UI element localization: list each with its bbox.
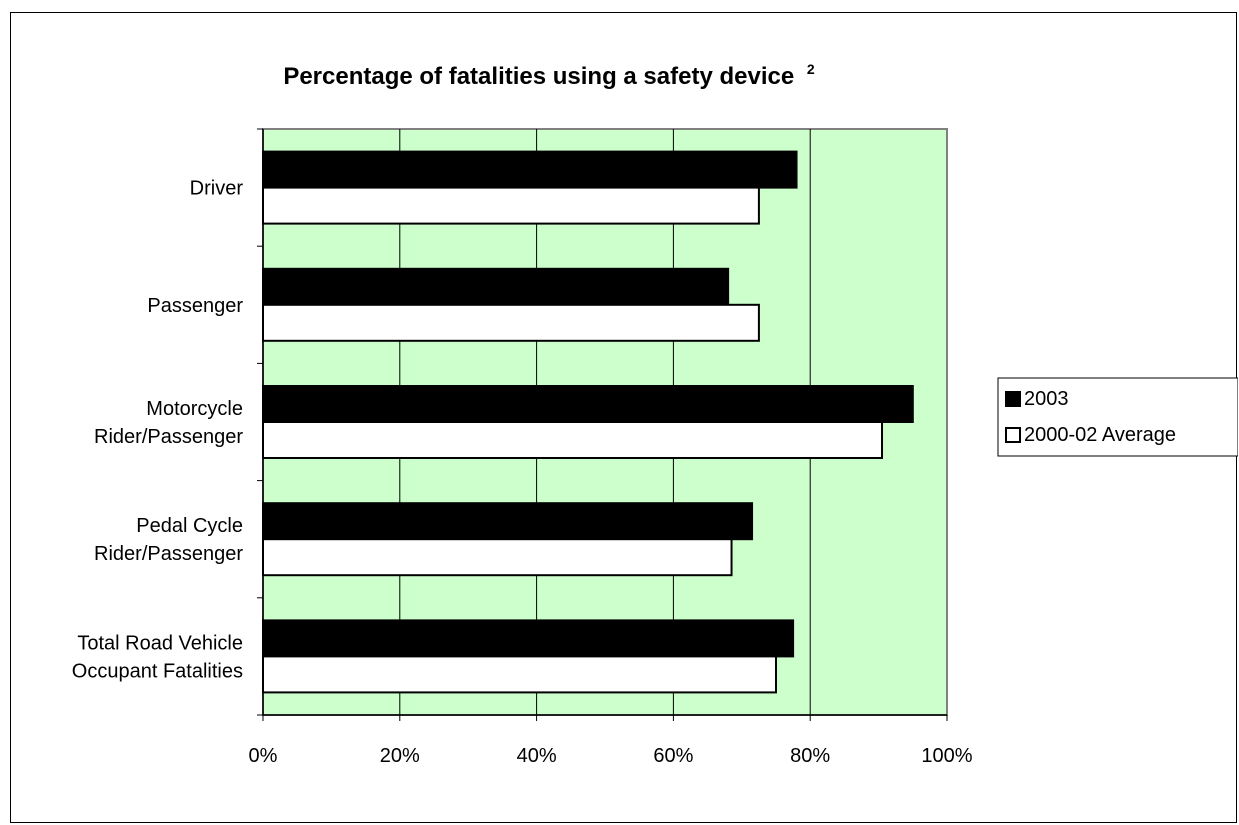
x-tick-labels: 0% 20% 40% 60% 80% 100% bbox=[249, 745, 973, 767]
category-label-line: Rider/Passenger bbox=[94, 543, 243, 565]
category-label-line: Motorcycle bbox=[146, 398, 243, 420]
x-tick-label-2: 40% bbox=[517, 745, 557, 767]
bars bbox=[262, 150, 914, 694]
category-label-0: Driver bbox=[190, 178, 244, 200]
legend: 2003 2000-02 Average bbox=[997, 377, 1238, 457]
legend-swatch-0 bbox=[1005, 391, 1021, 407]
bar-2003-3 bbox=[262, 502, 754, 541]
legend-label-1: 2000-02 Average bbox=[1024, 424, 1176, 446]
category-label-line: Driver bbox=[190, 178, 244, 200]
category-labels: Driver Passenger Motorcycle Rider/Passenger… bbox=[72, 178, 244, 683]
chart-title: Percentage of fatalities using a safety … bbox=[283, 61, 815, 90]
category-label-4: Total Road Vehicle Occupant Fatalities bbox=[72, 632, 243, 682]
category-label-2: Motorcycle Rider/Passenger bbox=[94, 398, 243, 448]
category-label-line: Total Road Vehicle bbox=[77, 632, 243, 654]
bar-2003-2 bbox=[262, 385, 914, 423]
x-tick-label-3: 60% bbox=[653, 745, 693, 767]
bar-average-1 bbox=[262, 303, 760, 342]
chart-title-superscript: 2 bbox=[807, 61, 815, 77]
category-label-line: Pedal Cycle bbox=[136, 515, 243, 537]
bar-average-0 bbox=[262, 186, 760, 225]
legend-swatch-1 bbox=[1005, 427, 1021, 443]
category-label-1: Passenger bbox=[147, 295, 243, 317]
bar-average-3 bbox=[262, 538, 733, 577]
chart-frame: Percentage of fatalities using a safety … bbox=[10, 12, 1238, 823]
chart-title-text: Percentage of fatalities using a safety … bbox=[283, 63, 794, 90]
bar-2003-1 bbox=[262, 267, 730, 306]
x-tick-label-1: 20% bbox=[380, 745, 420, 767]
category-label-3: Pedal Cycle Rider/Passenger bbox=[94, 515, 243, 565]
bar-average-2 bbox=[262, 421, 884, 459]
bar-2003-0 bbox=[262, 150, 798, 189]
x-tick-label-5: 100% bbox=[921, 745, 972, 767]
category-label-line: Passenger bbox=[147, 295, 243, 317]
bar-2003-4 bbox=[262, 619, 795, 658]
axes bbox=[257, 128, 948, 721]
chart-svg: Percentage of fatalities using a safety … bbox=[72, 61, 1238, 767]
x-tick-label-4: 80% bbox=[790, 745, 830, 767]
legend-label-0: 2003 bbox=[1024, 388, 1069, 410]
legend-box bbox=[997, 377, 1238, 457]
bar-average-4 bbox=[262, 655, 777, 694]
category-label-line: Occupant Fatalities bbox=[72, 660, 243, 682]
category-label-line: Rider/Passenger bbox=[94, 426, 243, 448]
x-tick-label-0: 0% bbox=[249, 745, 278, 767]
